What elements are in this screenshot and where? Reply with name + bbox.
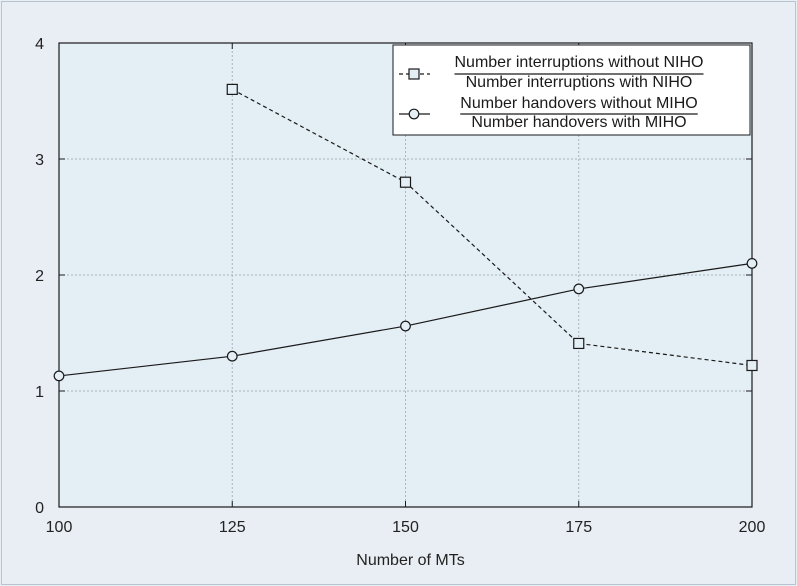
series-interruptions <box>226 83 758 372</box>
y-tick-label: 1 <box>35 384 44 401</box>
x-axis-label: Number of MTs <box>356 552 464 569</box>
x-tick-label: 125 <box>219 519 246 536</box>
legend-marker <box>408 108 420 120</box>
y-axis-ticks: 0 1 2 3 4 <box>35 36 752 517</box>
data-point <box>53 370 65 382</box>
x-axis-ticks: 100 125 150 175 200 <box>46 43 766 536</box>
data-point <box>746 359 758 372</box>
series-layer <box>53 83 758 382</box>
legend: Number interruptions without NIHO Number… <box>392 44 751 136</box>
legend-box <box>392 44 751 136</box>
legend-interruptions-numerator: Number interruptions without NIHO <box>455 54 704 71</box>
data-point <box>746 258 758 269</box>
data-point <box>400 320 411 332</box>
series-line <box>231 88 753 367</box>
data-point <box>226 83 238 96</box>
legend-marker <box>408 68 420 80</box>
series-handovers <box>53 258 758 382</box>
x-tick-label: 175 <box>565 519 592 536</box>
legend-entry-interruptions: Number interruptions without NIHO Number… <box>399 54 704 91</box>
data-point <box>226 350 238 362</box>
x-tick-label: 100 <box>46 519 73 536</box>
y-tick-label: 2 <box>35 268 44 285</box>
x-tick-label: 200 <box>739 519 766 536</box>
x-tick-label: 150 <box>392 519 419 536</box>
legend-entry-handovers: Number handovers without MIHO Number han… <box>399 95 698 131</box>
data-point <box>573 337 585 350</box>
legend-handovers-numerator: Number handovers without MIHO <box>460 95 697 112</box>
y-tick-label: 4 <box>35 36 44 53</box>
y-tick-label: 0 <box>35 500 44 517</box>
data-point <box>399 176 412 188</box>
y-tick-label: 3 <box>35 152 44 169</box>
legend-interruptions-denominator: Number interruptions with NIHO <box>466 74 693 91</box>
legend-handovers-denominator: Number handovers with MIHO <box>471 114 686 131</box>
data-point <box>573 283 585 295</box>
